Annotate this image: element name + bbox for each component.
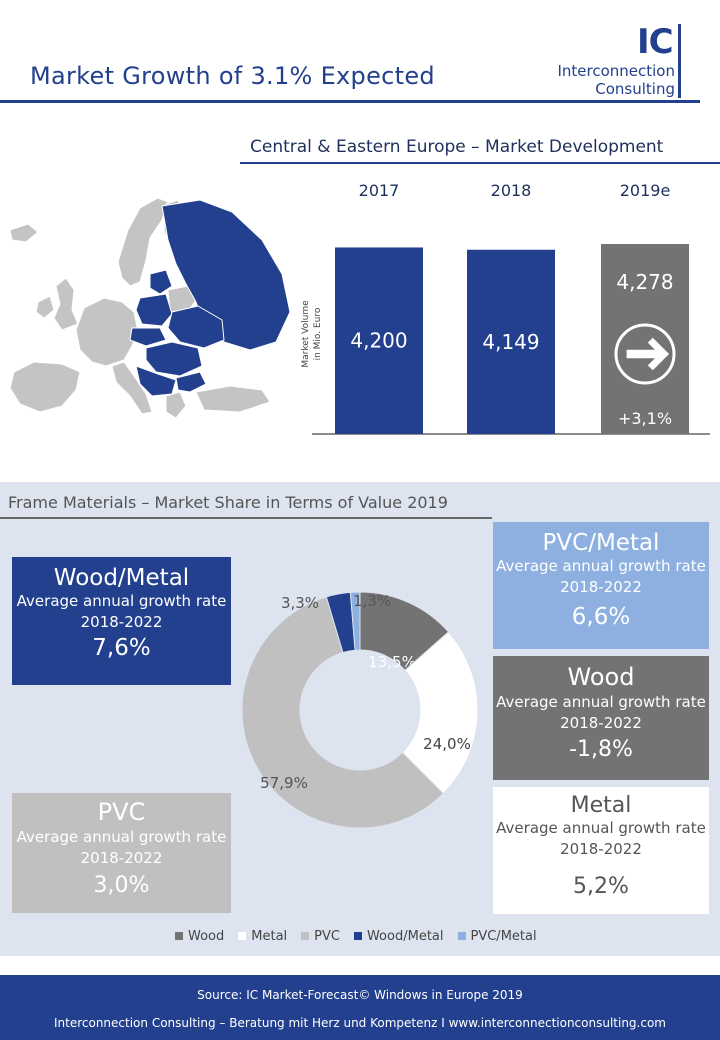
legend-item-pvc-metal: PVC/Metal bbox=[457, 928, 537, 944]
bar-value-label: 4,200 bbox=[350, 329, 407, 353]
growth-arrow-icon bbox=[614, 323, 676, 385]
bar-category-label: 2018 bbox=[491, 181, 532, 200]
europe-map bbox=[9, 197, 291, 419]
legend-item-wood-metal: Wood/Metal bbox=[353, 928, 444, 944]
market-development-chart: Market Volume in Mio. Euro 2017 4,200 2018 4,… bbox=[301, 181, 710, 435]
pvc-description: Average annual growth rate 2018-2022 bbox=[16, 827, 227, 867]
wood-description: Average annual growth rate 2018-2022 bbox=[496, 692, 706, 732]
wood-metal-growth-box: Wood/Metal Average annual growth rate 20… bbox=[12, 557, 231, 685]
donut-slice-pvc bbox=[241, 596, 445, 829]
map-ireland bbox=[35, 295, 55, 319]
legend-swatch bbox=[353, 932, 362, 940]
donut-label-wood-metal: 3,3% bbox=[281, 594, 319, 612]
company-logo: IC Interconnection Consulting bbox=[557, 22, 693, 98]
metal-growth-value: 5,2% bbox=[573, 874, 629, 900]
legend-label: Wood/Metal bbox=[366, 928, 444, 944]
legend-label: Wood bbox=[188, 928, 225, 944]
ylabel-line1: Market Volume bbox=[301, 300, 311, 368]
frame-materials-divider bbox=[0, 517, 492, 519]
footer-tagline: Interconnection Consulting – Beratung mi… bbox=[53, 1016, 666, 1030]
map-west-mainland bbox=[75, 297, 139, 367]
footer: Source: IC Market-Forecast© Windows in E… bbox=[0, 975, 720, 1040]
page-title: Market Growth of 3.1% Expected bbox=[30, 62, 435, 90]
donut-slice-metal bbox=[401, 631, 479, 795]
frame-materials-donut-chart: 13,5% 24,0% 57,9% 3,3% 1,3% bbox=[241, 591, 479, 829]
wood-growth-box: Wood Average annual growth rate 2018-202… bbox=[493, 656, 709, 780]
map-scandinavia bbox=[117, 197, 169, 287]
map-bulgaria bbox=[175, 371, 207, 393]
legend-item-pvc: PVC bbox=[301, 929, 340, 944]
legend-swatch bbox=[238, 932, 247, 940]
map-czech-slovakia bbox=[129, 327, 167, 347]
pvc-growth-box: PVC Average annual growth rate 2018-2022… bbox=[12, 793, 231, 913]
legend-swatch bbox=[175, 932, 183, 940]
map-greece bbox=[165, 391, 187, 419]
donut-label-metal: 24,0% bbox=[423, 735, 471, 753]
map-uk bbox=[53, 277, 79, 331]
bar-category-label: 2017 bbox=[359, 181, 400, 200]
map-russia bbox=[161, 199, 291, 351]
map-iberia bbox=[9, 361, 81, 413]
growth-rate-label: +3,1% bbox=[618, 409, 672, 428]
map-turkey bbox=[195, 385, 271, 413]
wood-metal-title: Wood/Metal bbox=[53, 565, 190, 591]
wood-title: Wood bbox=[567, 663, 635, 691]
pvc-metal-growth-box: PVC/Metal Average annual growth rate 201… bbox=[493, 522, 709, 649]
cee-region bbox=[129, 199, 291, 397]
growth-arrow-shape bbox=[626, 337, 670, 371]
wood-metal-growth-value: 7,6% bbox=[92, 635, 151, 662]
map-italy bbox=[111, 361, 153, 415]
frame-materials-title: Frame Materials – Market Share in Terms … bbox=[8, 493, 448, 512]
growth-arrow-circle bbox=[614, 323, 676, 385]
map-iceland bbox=[9, 223, 39, 243]
bar-2018 bbox=[467, 249, 555, 434]
map-baltics bbox=[149, 269, 173, 295]
metal-growth-box: Metal Average annual growth rate 2018-20… bbox=[493, 787, 709, 914]
pvc-title: PVC bbox=[97, 798, 146, 826]
legend-item-metal: Metal bbox=[238, 929, 287, 944]
legend-swatch bbox=[301, 932, 310, 940]
bar-value-label: 4,149 bbox=[482, 330, 539, 354]
bar-chart-ylabel: Market Volume in Mio. Euro bbox=[301, 300, 323, 368]
pvc-metal-title: PVC/Metal bbox=[542, 530, 660, 556]
logo-text-line2: Consulting bbox=[595, 80, 675, 98]
map-balkans bbox=[135, 365, 177, 397]
donut-slice-pvc-metal bbox=[349, 591, 361, 651]
market-development-title: Central & Eastern Europe – Market Develo… bbox=[250, 137, 664, 157]
logo-text-line1: Interconnection bbox=[557, 62, 675, 80]
header: Market Growth of 3.1% Expected IC Interc… bbox=[0, 0, 720, 104]
legend-swatch bbox=[457, 932, 466, 940]
western-europe-region bbox=[9, 197, 271, 419]
wood-growth-value: -1,8% bbox=[569, 736, 633, 762]
legend-label: PVC/Metal bbox=[470, 928, 537, 944]
bar-2019e bbox=[601, 244, 689, 434]
market-development-divider bbox=[240, 162, 720, 164]
map-ukraine bbox=[167, 305, 225, 349]
header-divider bbox=[0, 100, 700, 103]
map-poland bbox=[135, 293, 173, 327]
donut-label-pvc-metal: 1,3% bbox=[353, 592, 391, 610]
metal-title: Metal bbox=[570, 793, 632, 818]
legend-item-wood: Wood bbox=[175, 929, 224, 944]
pvc-metal-growth-value: 6,6% bbox=[571, 604, 631, 631]
metal-description: Average annual growth rate 2018-2022 bbox=[496, 819, 706, 859]
wood-metal-description: Average annual growth rate 2018-2022 bbox=[16, 592, 227, 632]
ylabel-line2: in Mio. Euro bbox=[313, 307, 323, 360]
legend-label: Metal bbox=[251, 928, 288, 944]
footer-source: Source: IC Market-Forecast© Windows in E… bbox=[197, 988, 523, 1002]
logo-bar bbox=[678, 24, 681, 98]
bar-category-label: 2019e bbox=[620, 181, 671, 200]
pvc-metal-description: Average annual growth rate 2018-2022 bbox=[496, 557, 706, 597]
donut-label-wood: 13,5% bbox=[368, 653, 416, 671]
legend-label: PVC bbox=[314, 928, 340, 944]
donut-label-pvc: 57,9% bbox=[260, 774, 308, 792]
donut-legend: Wood Metal PVC Wood/Metal PVC/Metal bbox=[175, 928, 551, 944]
map-hungary-romania bbox=[145, 341, 203, 377]
bar-value-label: 4,278 bbox=[616, 270, 673, 294]
bar-2017 bbox=[335, 247, 423, 434]
pvc-growth-value: 3,0% bbox=[93, 872, 150, 898]
logo-mark: IC bbox=[637, 22, 674, 62]
